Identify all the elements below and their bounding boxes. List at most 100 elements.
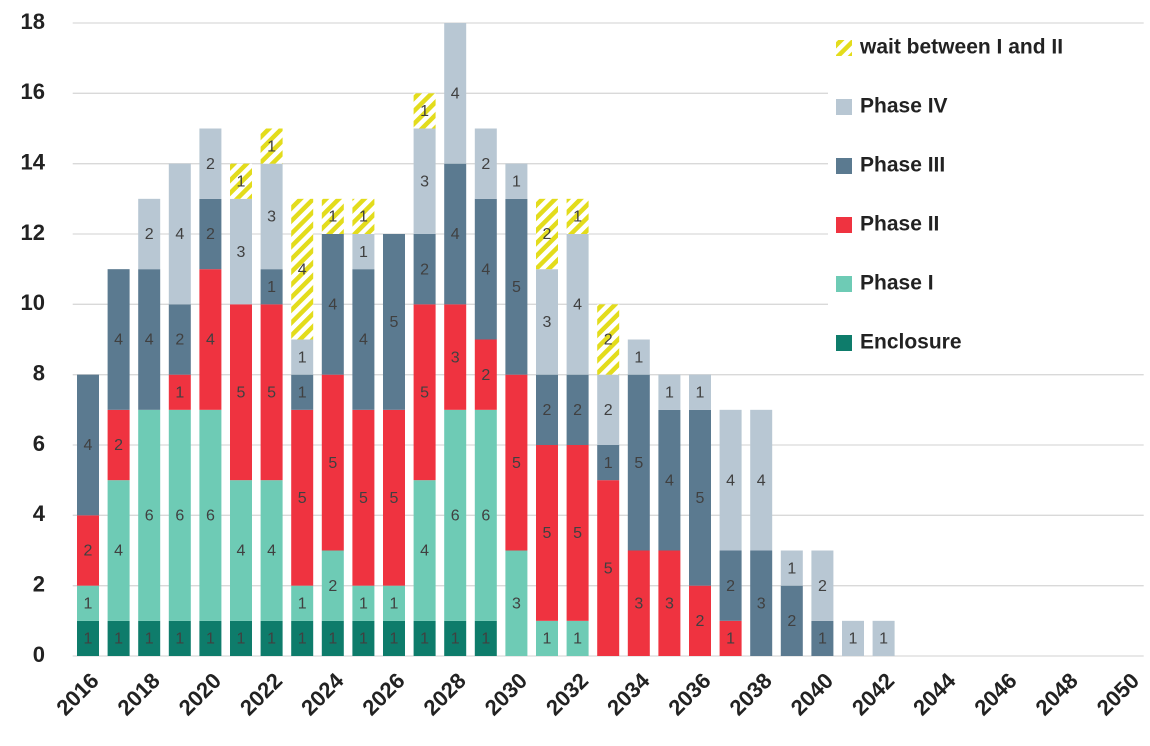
segment-label: 1 — [267, 138, 276, 155]
segment-label: 2 — [696, 613, 705, 630]
bar-segment — [383, 620, 405, 656]
bar-segment — [107, 269, 130, 410]
segment-label: 3 — [420, 173, 429, 190]
bar-segment — [689, 585, 711, 656]
segment-label: 1 — [267, 631, 276, 648]
bar-segment — [750, 550, 773, 656]
bar-segment — [474, 128, 497, 199]
segment-label: 5 — [359, 490, 368, 507]
bar-segment — [444, 304, 467, 410]
bar-segment — [138, 620, 161, 656]
legend-label: Phase I — [860, 272, 934, 295]
bar-segment — [413, 128, 436, 234]
bar-segment — [750, 409, 773, 551]
legend-swatch — [836, 99, 852, 115]
segment-label: 4 — [267, 543, 276, 560]
x-tick-label: 2024 — [296, 667, 349, 720]
segment-label: 5 — [573, 525, 582, 542]
bar-segment — [168, 620, 191, 656]
bar-segment — [474, 620, 497, 656]
bar-segment — [107, 480, 130, 621]
bar-segment — [536, 198, 558, 270]
bar-segment — [199, 620, 222, 656]
segment-label: 5 — [390, 314, 399, 331]
bar-segment — [230, 163, 252, 199]
bar-segment — [566, 445, 589, 621]
bar-segment — [505, 550, 528, 656]
legend-swatch — [836, 217, 852, 233]
segment-label: 1 — [573, 209, 582, 226]
bar-segment — [536, 445, 558, 621]
segment-label: 1 — [481, 631, 490, 648]
segment-label: 5 — [328, 455, 337, 472]
segment-label: 2 — [420, 261, 429, 278]
segment-label: 6 — [481, 508, 490, 525]
segment-label: 1 — [145, 631, 154, 648]
segment-label: 2 — [84, 543, 93, 560]
bar-segment — [842, 620, 864, 656]
segment-label: 3 — [451, 349, 460, 366]
segment-label: 3 — [267, 209, 276, 226]
segment-label: 2 — [206, 226, 215, 243]
segment-label: 2 — [604, 332, 613, 349]
bar-segment — [413, 93, 436, 129]
bar-segment — [352, 620, 375, 656]
bar-segment — [566, 198, 589, 234]
segment-label: 3 — [634, 595, 643, 612]
segment-label: 2 — [604, 402, 613, 419]
segment-label: 5 — [237, 384, 246, 401]
bar-segment — [505, 198, 528, 375]
bar-segment — [199, 128, 222, 199]
segment-label: 2 — [726, 578, 735, 595]
segment-label: 5 — [543, 525, 552, 542]
bar-segment — [260, 128, 283, 164]
x-tick-label: 2040 — [786, 668, 838, 720]
segment-label: 1 — [573, 631, 582, 648]
x-tick-label: 2032 — [541, 668, 593, 720]
bar-segment — [260, 620, 283, 656]
segment-label: 5 — [512, 279, 521, 296]
segment-label: 5 — [696, 490, 705, 507]
bar-segment — [260, 480, 283, 621]
y-tick-label: 12 — [21, 220, 45, 245]
bar-segment — [413, 234, 436, 305]
segment-label: 2 — [175, 332, 184, 349]
segment-label: 1 — [359, 209, 368, 226]
segment-label: 4 — [84, 437, 93, 454]
bar-segment — [352, 198, 375, 234]
segment-label: 2 — [787, 613, 796, 630]
legend-swatch — [836, 276, 852, 292]
segment-label: 5 — [390, 490, 399, 507]
bar-segment — [291, 585, 314, 621]
segment-label: 5 — [604, 560, 613, 577]
bar-segment — [811, 620, 834, 656]
legend-label: Phase II — [860, 213, 939, 236]
segment-label: 1 — [359, 244, 368, 261]
bar-segment — [627, 374, 650, 551]
bar-segment — [474, 198, 497, 340]
x-tick-label: 2026 — [357, 668, 409, 720]
segment-label: 1 — [451, 631, 460, 648]
bar-segment — [260, 163, 283, 270]
bar-segment — [383, 409, 405, 586]
legend-label: Enclosure — [860, 331, 962, 354]
bar-segment — [138, 198, 161, 270]
segment-label: 1 — [237, 631, 246, 648]
segment-label: 2 — [114, 437, 123, 454]
bar-segment — [719, 409, 742, 551]
segment-label: 1 — [543, 631, 552, 648]
segment-label: 1 — [726, 631, 735, 648]
bar-segment — [536, 374, 558, 445]
segment-label: 2 — [481, 367, 490, 384]
y-tick-label: 4 — [33, 501, 46, 526]
segment-label: 1 — [420, 103, 429, 120]
bar-segment — [811, 550, 834, 621]
segment-label: 1 — [604, 455, 613, 472]
legend-swatch — [836, 40, 852, 56]
bar-segment — [780, 585, 803, 656]
bar-segment — [658, 374, 681, 410]
x-tick-label: 2044 — [908, 667, 961, 720]
bar-segment — [658, 550, 681, 656]
segment-label: 3 — [512, 595, 521, 612]
